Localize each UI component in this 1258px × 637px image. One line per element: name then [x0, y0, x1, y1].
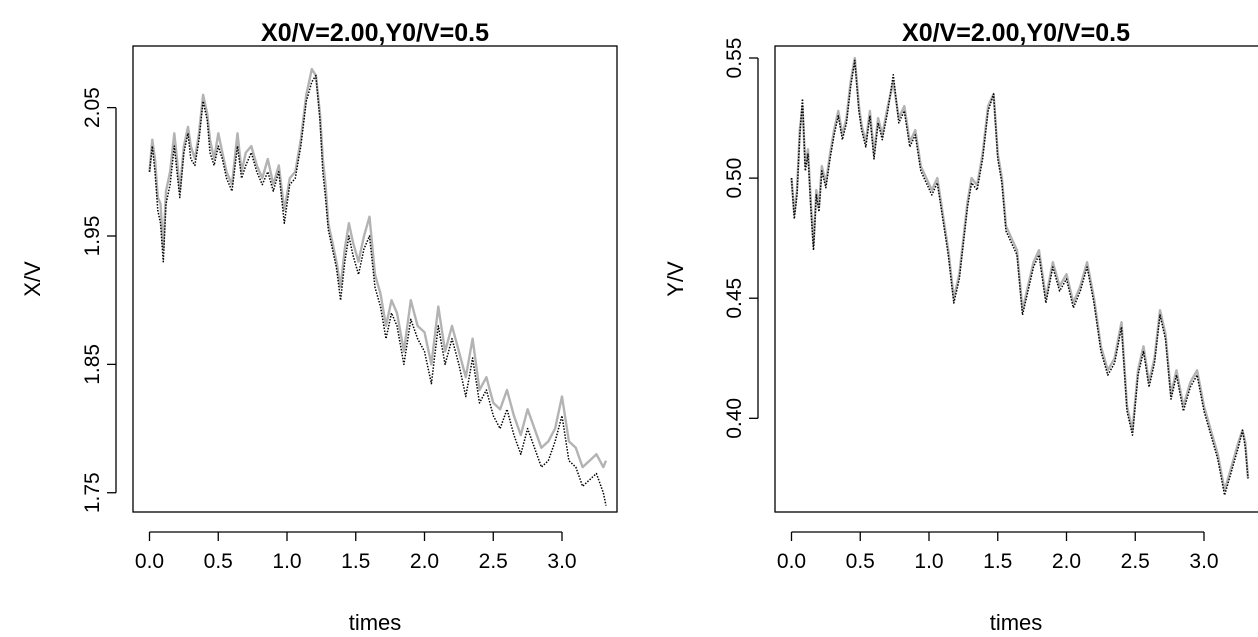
y-tick-label: 0.50	[723, 158, 746, 199]
y-tick-label: 1.75	[81, 472, 104, 513]
y-tick-label: 0.45	[723, 278, 746, 319]
x-tick-label: 2.0	[410, 550, 439, 573]
left-panel: X0/V=2.00,Y0/V=0.5 0.0 0.5 1.0 1.5 2.0 2.5 3.0…	[20, 19, 618, 635]
left-plot-frame	[132, 45, 618, 513]
solid-gray-series-line	[790, 56, 1250, 492]
x-tick-label: 0.5	[846, 550, 875, 573]
y-tick-label: 0.40	[723, 398, 746, 439]
dotted-black-series-line	[148, 74, 607, 506]
y-tick-label: 0.55	[723, 38, 746, 79]
y-tick-label: 1.95	[81, 216, 104, 257]
left-plot-area	[148, 67, 608, 506]
x-tick-label: 2.5	[479, 550, 508, 573]
x-tick-label: 0.0	[135, 550, 164, 573]
right-panel: X0/V=2.00,Y0/V=0.5 0.0 0.5 1.0 1.5 2.0 2.5 3.0…	[663, 19, 1258, 635]
x-tick-label: 3.0	[547, 550, 576, 573]
left-y-axis-label: X/V	[20, 261, 45, 297]
x-tick-label: 1.0	[914, 550, 943, 573]
left-y-axis: 1.75 1.85 1.95 2.05	[81, 87, 117, 513]
right-plot-area	[790, 56, 1250, 496]
x-tick-label: 0.5	[204, 550, 233, 573]
x-tick-label: 0.0	[777, 550, 806, 573]
x-tick-label: 1.0	[272, 550, 301, 573]
right-y-axis: 0.40 0.45 0.50 0.55	[723, 38, 759, 439]
right-y-axis-label: Y/V	[663, 261, 688, 297]
right-chart-title: X0/V=2.00,Y0/V=0.5	[902, 19, 1130, 47]
dotted-black-series-line	[790, 59, 1249, 496]
right-plot-frame	[774, 45, 1258, 513]
y-tick-label: 2.05	[81, 87, 104, 128]
left-chart-title: X0/V=2.00,Y0/V=0.5	[261, 19, 489, 47]
x-tick-label: 2.5	[1121, 550, 1150, 573]
right-x-axis: 0.0 0.5 1.0 1.5 2.0 2.5 3.0	[777, 531, 1219, 573]
x-tick-label: 1.5	[983, 550, 1012, 573]
left-x-axis: 0.0 0.5 1.0 1.5 2.0 2.5 3.0	[135, 531, 577, 573]
solid-gray-series-line	[148, 67, 608, 469]
x-tick-label: 3.0	[1189, 550, 1218, 573]
left-x-axis-label: times	[349, 610, 402, 635]
x-tick-label: 2.0	[1052, 550, 1081, 573]
y-tick-label: 1.85	[81, 344, 104, 385]
x-tick-label: 1.5	[341, 550, 370, 573]
right-x-axis-label: times	[990, 610, 1043, 635]
